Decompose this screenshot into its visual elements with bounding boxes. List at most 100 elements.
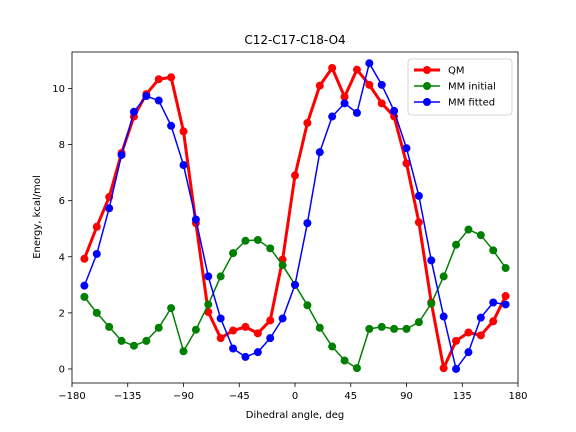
x-tick-label: −90 <box>173 391 194 402</box>
data-point-qm <box>452 336 461 345</box>
data-point-mm-initial <box>439 272 448 281</box>
data-point-mm-initial <box>216 272 225 281</box>
data-point-qm <box>92 222 101 231</box>
y-tick-label: 10 <box>52 84 65 95</box>
data-point-qm <box>365 80 374 89</box>
data-point-mm-fitted <box>303 219 312 228</box>
data-point-mm-initial <box>340 356 349 365</box>
data-point-mm-initial <box>489 246 498 255</box>
data-point-mm-initial <box>92 308 101 317</box>
data-point-mm-initial <box>278 261 287 270</box>
data-point-mm-initial <box>129 341 138 350</box>
x-tick-label: 0 <box>292 391 298 402</box>
data-point-mm-fitted <box>340 99 349 108</box>
data-point-mm-fitted <box>328 112 337 121</box>
x-tick-label: 135 <box>453 391 472 402</box>
x-tick-label: −135 <box>114 391 141 402</box>
data-point-mm-initial <box>452 240 461 249</box>
data-point-mm-fitted <box>105 204 114 213</box>
legend-marker-qm <box>423 66 431 74</box>
data-point-mm-fitted <box>390 106 399 115</box>
data-point-qm <box>352 65 361 74</box>
legend-marker-mm-initial <box>423 82 431 90</box>
y-tick-label: 0 <box>59 364 65 375</box>
data-point-qm <box>377 99 386 108</box>
y-tick-label: 8 <box>59 140 65 151</box>
data-point-qm <box>266 316 275 325</box>
x-tick-label: −45 <box>229 391 250 402</box>
data-point-mm-initial <box>414 318 423 327</box>
data-point-mm-initial <box>352 364 361 373</box>
legend-label-mm-initial: MM initial <box>448 82 496 93</box>
data-point-mm-fitted <box>489 298 498 307</box>
data-point-mm-initial <box>303 301 312 310</box>
data-point-mm-fitted <box>167 121 176 130</box>
data-point-mm-fitted <box>365 59 374 68</box>
data-point-mm-fitted <box>439 312 448 321</box>
data-point-qm <box>501 292 510 301</box>
data-point-mm-fitted <box>266 334 275 343</box>
y-tick-label: 4 <box>59 252 65 263</box>
data-point-mm-initial <box>266 244 275 253</box>
data-point-mm-fitted <box>452 364 461 373</box>
data-point-qm <box>154 75 163 84</box>
data-point-mm-fitted <box>278 314 287 323</box>
data-point-qm <box>229 326 238 335</box>
y-axis-label: Energy, kcal/mol <box>32 175 43 259</box>
data-point-qm <box>167 73 176 82</box>
y-tick-label: 6 <box>59 196 65 207</box>
data-point-mm-fitted <box>142 92 151 101</box>
data-point-mm-fitted <box>501 300 510 309</box>
data-point-mm-initial <box>142 336 151 345</box>
data-point-mm-fitted <box>315 148 324 157</box>
data-point-mm-fitted <box>352 108 361 117</box>
data-point-qm <box>489 317 498 326</box>
data-point-mm-fitted <box>179 161 188 170</box>
x-axis-label: Dihedral angle, deg <box>246 410 344 421</box>
data-point-mm-fitted <box>204 272 213 281</box>
data-point-mm-fitted <box>414 191 423 200</box>
data-point-mm-fitted <box>229 344 238 353</box>
data-point-mm-initial <box>315 323 324 332</box>
x-tick-label: 45 <box>344 391 357 402</box>
data-point-mm-initial <box>179 347 188 356</box>
data-point-mm-initial <box>253 235 262 244</box>
data-point-mm-initial <box>501 263 510 272</box>
data-point-mm-initial <box>241 236 250 245</box>
data-point-mm-initial <box>464 225 473 234</box>
x-tick-label: 180 <box>508 391 527 402</box>
data-point-mm-initial <box>365 324 374 333</box>
data-point-mm-fitted <box>377 80 386 89</box>
data-point-mm-fitted <box>117 150 126 159</box>
legend-box <box>407 58 513 116</box>
data-point-mm-fitted <box>291 280 299 289</box>
data-point-mm-initial <box>167 304 176 313</box>
data-point-mm-fitted <box>476 313 485 322</box>
data-point-qm <box>303 118 312 127</box>
data-point-qm <box>464 328 473 337</box>
data-point-qm <box>241 322 250 331</box>
y-axis: 0 2 4 6 8 10 <box>52 84 72 375</box>
data-point-mm-initial <box>390 324 399 333</box>
data-point-qm <box>315 81 324 90</box>
data-point-mm-fitted <box>253 348 262 357</box>
series-layer <box>80 59 510 373</box>
data-point-mm-fitted <box>129 107 138 116</box>
data-point-mm-fitted <box>427 256 436 265</box>
data-point-qm <box>216 334 225 343</box>
data-point-mm-initial <box>154 323 163 332</box>
data-point-qm <box>328 63 337 72</box>
legend: QM MM initial MM fitted <box>407 58 513 116</box>
data-point-qm <box>253 329 262 338</box>
legend-marker-mm-fitted <box>423 98 431 106</box>
data-point-qm <box>414 218 423 227</box>
data-point-mm-fitted <box>464 348 473 357</box>
series-line-mm-initial <box>83 228 507 369</box>
data-point-mm-initial <box>427 299 436 308</box>
data-point-mm-fitted <box>80 281 89 290</box>
data-point-mm-initial <box>476 231 485 240</box>
data-point-mm-fitted <box>154 96 163 105</box>
data-point-mm-initial <box>204 300 213 309</box>
data-point-qm <box>291 171 299 180</box>
